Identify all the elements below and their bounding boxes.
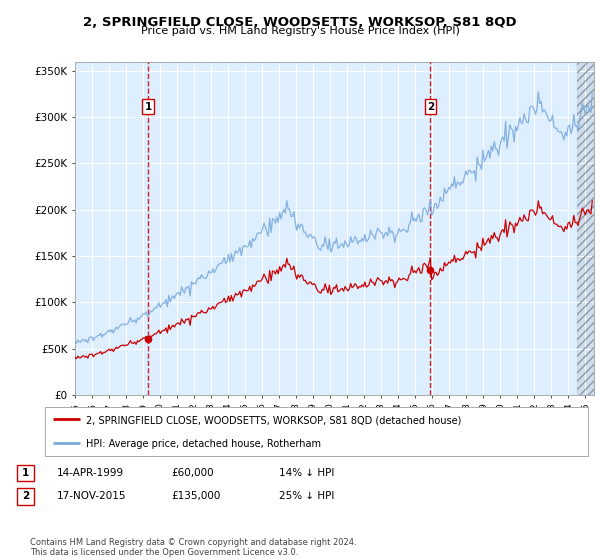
Bar	[577, 62, 600, 395]
Text: 14% ↓ HPI: 14% ↓ HPI	[279, 468, 334, 478]
Text: HPI: Average price, detached house, Rotherham: HPI: Average price, detached house, Roth…	[86, 438, 321, 449]
Text: 14-APR-1999: 14-APR-1999	[57, 468, 124, 478]
Text: Price paid vs. HM Land Registry's House Price Index (HPI): Price paid vs. HM Land Registry's House …	[140, 26, 460, 36]
Text: 2: 2	[22, 491, 29, 501]
Text: 1: 1	[22, 468, 29, 478]
Bar	[577, 62, 600, 395]
Text: 1: 1	[145, 101, 152, 111]
Text: 2: 2	[427, 101, 434, 111]
Text: £135,000: £135,000	[171, 491, 220, 501]
Text: £60,000: £60,000	[171, 468, 214, 478]
Text: 17-NOV-2015: 17-NOV-2015	[57, 491, 127, 501]
Text: 25% ↓ HPI: 25% ↓ HPI	[279, 491, 334, 501]
Text: 2, SPRINGFIELD CLOSE, WOODSETTS, WORKSOP, S81 8QD (detached house): 2, SPRINGFIELD CLOSE, WOODSETTS, WORKSOP…	[86, 416, 461, 426]
Text: 2, SPRINGFIELD CLOSE, WOODSETTS, WORKSOP, S81 8QD: 2, SPRINGFIELD CLOSE, WOODSETTS, WORKSOP…	[83, 16, 517, 29]
Text: Contains HM Land Registry data © Crown copyright and database right 2024.
This d: Contains HM Land Registry data © Crown c…	[30, 538, 356, 557]
